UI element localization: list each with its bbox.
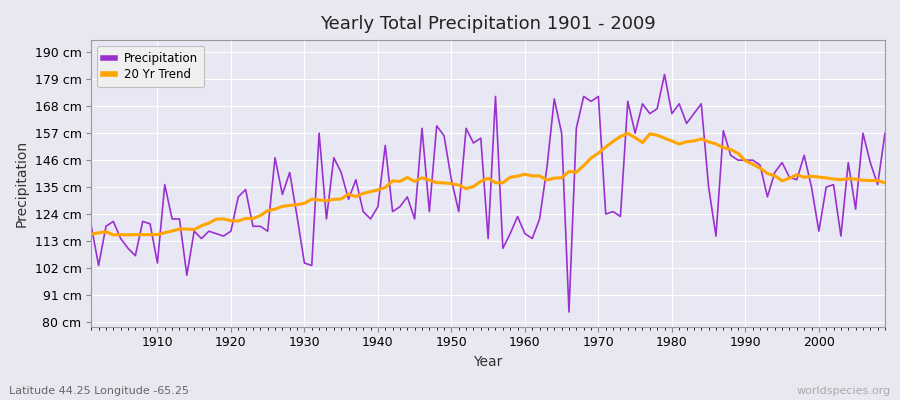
- 20 Yr Trend: [526, 174, 537, 178]
- Precipitation: [306, 263, 317, 268]
- Line: Precipitation: Precipitation: [91, 74, 885, 312]
- 20 Yr Trend: [615, 134, 626, 139]
- 20 Yr Trend: [879, 180, 890, 185]
- 20 Yr Trend: [86, 232, 96, 236]
- Precipitation: [615, 214, 626, 219]
- Text: worldspecies.org: worldspecies.org: [796, 386, 891, 396]
- 20 Yr Trend: [152, 232, 163, 237]
- Precipitation: [879, 131, 890, 136]
- Precipitation: [145, 222, 156, 226]
- Title: Yearly Total Precipitation 1901 - 2009: Yearly Total Precipitation 1901 - 2009: [320, 15, 656, 33]
- Precipitation: [519, 231, 530, 236]
- X-axis label: Year: Year: [473, 355, 503, 369]
- 20 Yr Trend: [623, 131, 634, 136]
- Precipitation: [86, 224, 96, 229]
- 20 Yr Trend: [108, 232, 119, 237]
- Text: Latitude 44.25 Longitude -65.25: Latitude 44.25 Longitude -65.25: [9, 386, 189, 396]
- Precipitation: [563, 310, 574, 314]
- Precipitation: [512, 214, 523, 219]
- Legend: Precipitation, 20 Yr Trend: Precipitation, 20 Yr Trend: [97, 46, 204, 87]
- 20 Yr Trend: [519, 172, 530, 177]
- 20 Yr Trend: [358, 191, 369, 196]
- 20 Yr Trend: [314, 198, 325, 202]
- Precipitation: [659, 72, 670, 77]
- Y-axis label: Precipitation: Precipitation: [15, 140, 29, 227]
- Line: 20 Yr Trend: 20 Yr Trend: [91, 134, 885, 235]
- Precipitation: [350, 177, 361, 182]
